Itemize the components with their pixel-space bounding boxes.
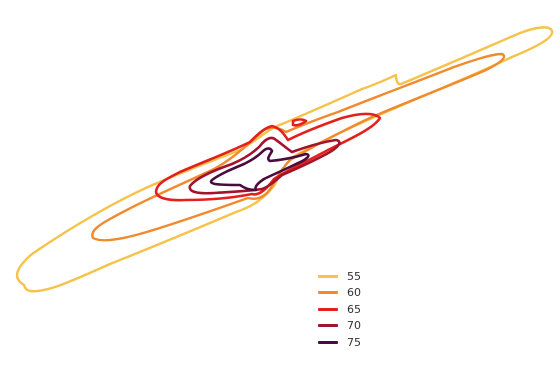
legend-swatch [318, 291, 338, 295]
legend-item-75: 75 [318, 334, 408, 351]
legend-label: 55 [347, 269, 361, 283]
contour-lines [15, 26, 554, 293]
contour-level-60 [91, 52, 506, 242]
legend-label: 60 [347, 286, 361, 300]
legend-swatch [318, 274, 338, 278]
legend-label: 75 [347, 335, 361, 349]
legend-swatch [318, 324, 338, 328]
legend-swatch [318, 307, 338, 311]
legend-label: 65 [347, 302, 361, 316]
legend-item-70: 70 [318, 318, 408, 335]
legend-item-55: 55 [318, 268, 408, 285]
contour-level-55 [15, 26, 554, 293]
legend-item-60: 60 [318, 285, 408, 302]
legend: 55 60 65 70 75 [318, 268, 408, 351]
contour-level-65 [154, 112, 382, 202]
legend-swatch [318, 340, 338, 344]
contour-level-75 [209, 147, 310, 192]
contour-level-70 [188, 136, 341, 195]
contour-level-65-part-2 [291, 118, 308, 127]
legend-label: 70 [347, 319, 361, 333]
legend-item-65: 65 [318, 301, 408, 318]
